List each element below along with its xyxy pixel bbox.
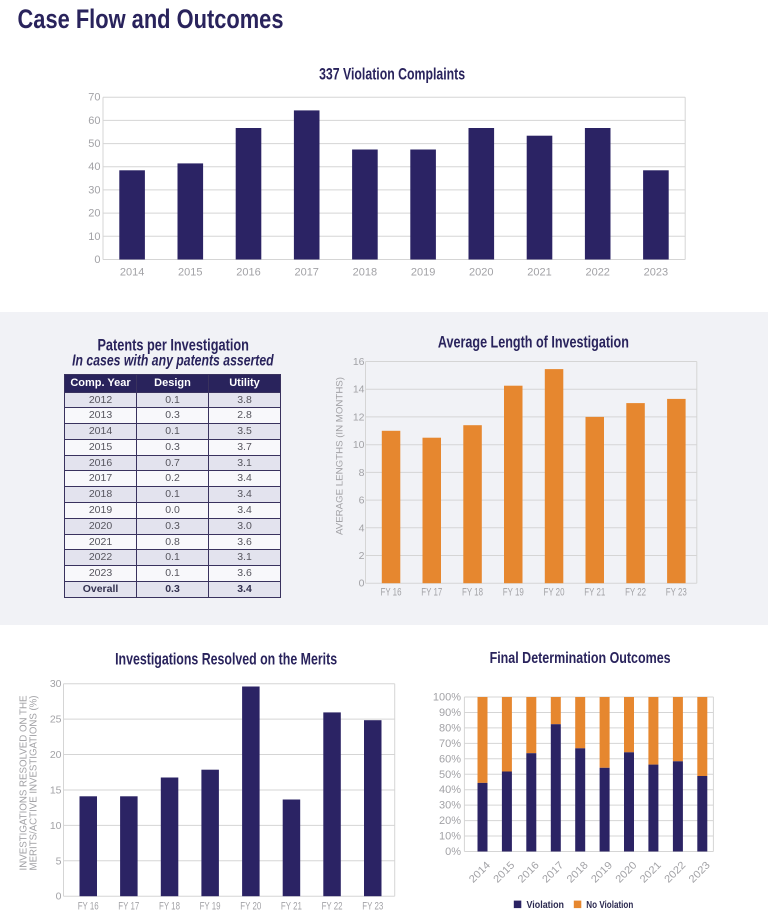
svg-text:FY 16: FY 16	[78, 901, 99, 913]
svg-text:90%: 90%	[439, 707, 461, 719]
svg-text:40%: 40%	[439, 784, 461, 796]
svg-text:0: 0	[56, 891, 62, 903]
svg-text:MERITS/ACTIVE INVESTIGATIONS (: MERITS/ACTIVE INVESTIGATIONS (%)	[28, 696, 39, 871]
svg-text:0: 0	[94, 254, 100, 266]
svg-text:60%: 60%	[439, 753, 461, 765]
svg-text:No Violation: No Violation	[586, 899, 633, 911]
svg-text:10: 10	[50, 820, 62, 832]
svg-text:Patents per Investigation: Patents per Investigation	[97, 337, 249, 355]
svg-text:60: 60	[88, 115, 100, 127]
svg-text:Investigations Resolved on the: Investigations Resolved on the Merits	[115, 650, 337, 668]
svg-text:2023: 2023	[644, 267, 668, 279]
svg-text:2016: 2016	[236, 267, 260, 279]
svg-text:337 Violation Complaints: 337 Violation Complaints	[319, 64, 465, 83]
svg-text:2014: 2014	[120, 267, 144, 279]
svg-text:2020: 2020	[469, 267, 493, 279]
svg-text:FY 18: FY 18	[159, 901, 180, 913]
svg-text:Case Flow and Outcomes: Case Flow and Outcomes	[18, 4, 284, 34]
svg-text:0: 0	[359, 578, 365, 590]
svg-text:40: 40	[88, 161, 100, 173]
svg-text:2022: 2022	[662, 859, 688, 885]
svg-text:25: 25	[50, 714, 62, 726]
svg-text:2: 2	[359, 550, 365, 562]
svg-text:FY 22: FY 22	[322, 901, 343, 913]
svg-text:Average Length of Investigatio: Average Length of Investigation	[438, 333, 629, 352]
svg-text:2021: 2021	[638, 859, 664, 885]
svg-text:80%: 80%	[439, 722, 461, 734]
svg-text:10: 10	[353, 439, 365, 451]
svg-text:70%: 70%	[439, 738, 461, 750]
svg-text:2015: 2015	[491, 859, 517, 885]
svg-text:2022: 2022	[585, 267, 609, 279]
svg-text:FY 17: FY 17	[118, 901, 139, 913]
svg-text:15: 15	[50, 785, 62, 797]
svg-text:2019: 2019	[411, 267, 435, 279]
svg-text:2017: 2017	[540, 859, 566, 885]
svg-text:2016: 2016	[516, 859, 542, 885]
svg-text:10%: 10%	[439, 831, 461, 843]
svg-text:8: 8	[359, 467, 365, 479]
svg-text:2014: 2014	[467, 859, 493, 885]
svg-text:FY 22: FY 22	[625, 587, 646, 599]
svg-text:20%: 20%	[439, 815, 461, 827]
svg-text:FY 23: FY 23	[666, 587, 687, 599]
svg-text:0%: 0%	[445, 846, 461, 858]
svg-text:2023: 2023	[687, 859, 713, 885]
svg-text:30%: 30%	[439, 800, 461, 812]
svg-text:4: 4	[359, 522, 365, 534]
svg-text:FY 23: FY 23	[362, 901, 383, 913]
svg-text:FY 21: FY 21	[281, 901, 302, 913]
svg-text:Final Determination Outcomes: Final Determination Outcomes	[490, 650, 671, 667]
svg-text:AVERAGE LENGTHS (IN MONTHS): AVERAGE LENGTHS (IN MONTHS)	[335, 377, 346, 535]
svg-text:10: 10	[88, 231, 100, 243]
svg-text:16: 16	[353, 356, 365, 368]
svg-text:14: 14	[353, 384, 365, 396]
svg-text:2020: 2020	[613, 859, 639, 885]
svg-text:2018: 2018	[353, 267, 377, 279]
svg-text:20: 20	[50, 749, 62, 761]
svg-text:70: 70	[88, 92, 100, 104]
svg-text:30: 30	[88, 184, 100, 196]
svg-text:50: 50	[88, 138, 100, 150]
svg-text:FY 20: FY 20	[240, 901, 261, 913]
svg-text:2019: 2019	[589, 859, 615, 885]
svg-text:20: 20	[88, 208, 100, 220]
svg-text:5: 5	[56, 855, 62, 867]
svg-text:30: 30	[50, 678, 62, 690]
svg-text:2018: 2018	[564, 859, 590, 885]
svg-text:FY 19: FY 19	[200, 901, 221, 913]
svg-text:12: 12	[353, 411, 365, 423]
svg-text:FY 17: FY 17	[421, 587, 442, 599]
svg-text:Violation: Violation	[527, 899, 565, 911]
svg-text:FY 16: FY 16	[381, 587, 402, 599]
svg-text:50%: 50%	[439, 769, 461, 781]
svg-text:2015: 2015	[178, 267, 202, 279]
svg-text:6: 6	[359, 495, 365, 507]
svg-text:FY 20: FY 20	[544, 587, 565, 599]
svg-text:INVESTIGATIONS RESOLVED ON THE: INVESTIGATIONS RESOLVED ON THE	[18, 695, 29, 870]
svg-text:FY 19: FY 19	[503, 587, 524, 599]
svg-text:In cases with any patents asse: In cases with any patents asserted	[72, 353, 274, 370]
svg-text:FY 21: FY 21	[584, 587, 605, 599]
svg-text:FY 18: FY 18	[462, 587, 483, 599]
svg-text:2017: 2017	[294, 267, 318, 279]
svg-text:2021: 2021	[527, 267, 551, 279]
svg-text:100%: 100%	[433, 692, 461, 704]
